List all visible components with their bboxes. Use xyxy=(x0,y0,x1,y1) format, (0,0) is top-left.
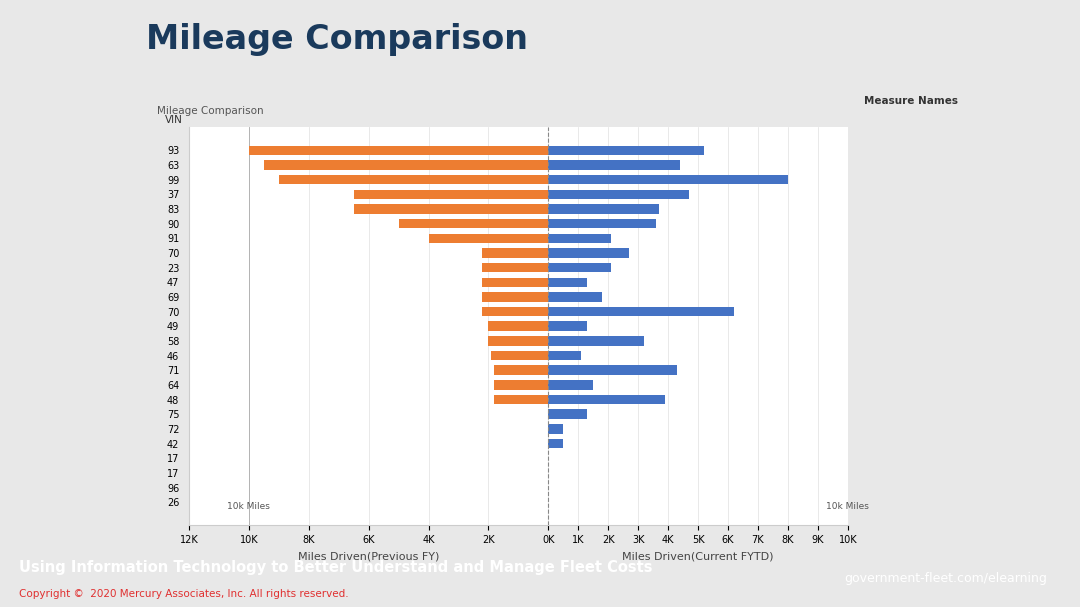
Bar xyxy=(248,146,549,155)
Bar xyxy=(549,365,677,375)
Bar xyxy=(549,219,657,228)
Bar xyxy=(549,424,564,433)
Text: 10k Miles: 10k Miles xyxy=(826,502,869,511)
Bar xyxy=(429,234,549,243)
Bar xyxy=(549,380,593,390)
Bar xyxy=(549,189,689,199)
Bar xyxy=(549,351,581,361)
Bar xyxy=(549,277,588,287)
Bar xyxy=(549,248,630,258)
Bar xyxy=(264,160,549,170)
Text: Miles Driven(Current FYTD): Miles Driven(Current FYTD) xyxy=(622,551,774,561)
Bar xyxy=(549,204,659,214)
Bar xyxy=(399,219,549,228)
Bar xyxy=(488,322,549,331)
Bar xyxy=(279,175,549,185)
Bar xyxy=(549,292,603,302)
Text: Mileage Comparison: Mileage Comparison xyxy=(146,23,528,56)
Text: VIN: VIN xyxy=(164,115,183,126)
Bar xyxy=(483,307,549,316)
Bar xyxy=(495,365,549,375)
Bar xyxy=(549,395,665,404)
Bar xyxy=(549,234,611,243)
Text: Miles Driven(Previous FY): Miles Driven(Previous FY) xyxy=(298,551,440,561)
Bar xyxy=(483,248,549,258)
Bar xyxy=(353,204,549,214)
Bar xyxy=(495,395,549,404)
Bar xyxy=(488,336,549,346)
Bar xyxy=(549,175,788,185)
Bar xyxy=(483,277,549,287)
Text: government-fleet.com/elearning: government-fleet.com/elearning xyxy=(845,572,1048,585)
Bar xyxy=(549,307,734,316)
Bar xyxy=(491,351,549,361)
Bar xyxy=(483,292,549,302)
Text: Using Information Technology to Better Understand and Manage Fleet Costs: Using Information Technology to Better U… xyxy=(19,560,653,575)
Text: 10k Miles: 10k Miles xyxy=(228,502,270,511)
Bar xyxy=(353,189,549,199)
Bar xyxy=(549,336,644,346)
Text: Measure Names: Measure Names xyxy=(864,97,958,106)
Bar xyxy=(549,160,680,170)
Bar xyxy=(549,410,588,419)
Text: Copyright ©  2020 Mercury Associates, Inc. All rights reserved.: Copyright © 2020 Mercury Associates, Inc… xyxy=(19,589,349,599)
Bar xyxy=(495,380,549,390)
Bar xyxy=(549,263,611,273)
Bar xyxy=(483,263,549,273)
Bar xyxy=(549,146,704,155)
Text: Mileage Comparison: Mileage Comparison xyxy=(157,106,264,115)
Bar xyxy=(549,439,564,449)
Bar xyxy=(549,322,588,331)
